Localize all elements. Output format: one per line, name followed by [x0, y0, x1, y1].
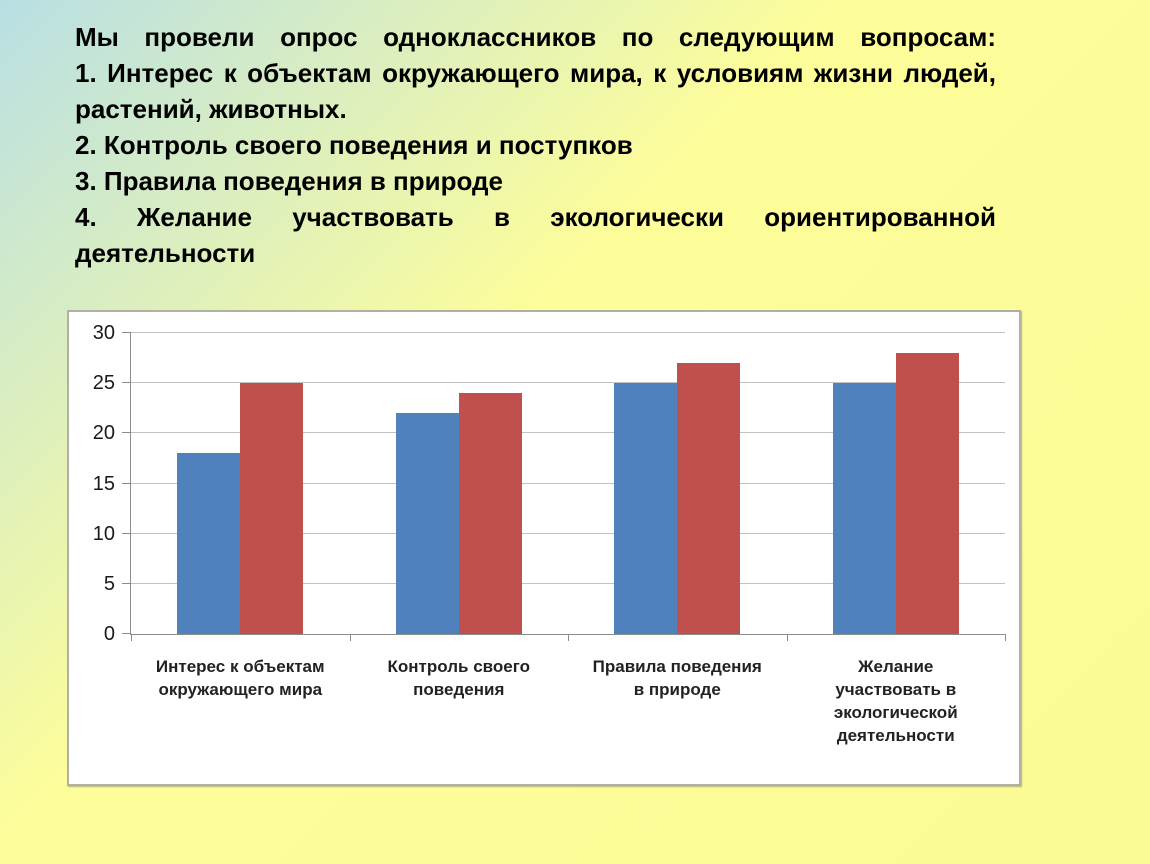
- x-axis-label-2: Контроль своего поведения: [387, 657, 530, 699]
- y-axis-label-25: 25: [92, 372, 115, 395]
- y-axis-label-10: 10: [92, 522, 115, 545]
- gridline-30: [131, 332, 1005, 333]
- gridline-5: [131, 582, 1005, 584]
- x-axis-label-1: Интерес к объектам окружающего мира: [155, 657, 325, 699]
- survey-question-3: 3. Правила поведения в природе: [75, 166, 503, 196]
- x-axis-tick-2: [568, 634, 569, 641]
- y-axis-tick-0: [122, 633, 131, 634]
- y-axis-label-20: 20: [92, 422, 115, 445]
- blue-series-bar-1: [177, 453, 241, 634]
- intro-line: Мы провели опрос одноклассников по следу…: [75, 22, 996, 52]
- y-axis-label-0: 0: [103, 623, 115, 645]
- y-axis-tick-30: [122, 332, 131, 333]
- red-series-bar-2: [458, 393, 522, 634]
- survey-question-1: 1. Интерес к объектам окружающего мира, …: [75, 58, 996, 124]
- red-series-bar-4: [895, 353, 959, 634]
- bar-group-3: [568, 333, 787, 634]
- y-axis-label-15: 15: [92, 472, 115, 495]
- gridline-15: [131, 482, 1005, 484]
- x-axis-tick-0: [131, 634, 132, 641]
- gridline-10: [131, 532, 1005, 534]
- y-axis-label-30: 30: [92, 322, 115, 344]
- x-axis-tick-4: [1005, 634, 1006, 641]
- x-axis-label-3: Правила поведения в природе: [592, 657, 762, 699]
- blue-series-bar-2: [395, 413, 459, 634]
- x-axis-label-4: Желание участвовать в экологической деят…: [833, 657, 958, 745]
- survey-question-4: 4. Желание участвовать в экологически ор…: [75, 202, 996, 268]
- y-axis-tick-15: [122, 482, 131, 484]
- bar-group-1: [131, 333, 350, 634]
- blue-series-bar-3: [614, 383, 678, 634]
- y-axis-tick-25: [122, 382, 131, 384]
- red-series-bar-3: [677, 363, 741, 634]
- plot-area: 0 5 10 15 20 25 30 Интерес к объектам окружающе…: [93, 323, 1006, 745]
- survey-results-bar-chart: 0 5 10 15 20 25 30 Интерес к объектам окружающе…: [67, 310, 1021, 786]
- gridline-25: [131, 382, 1005, 384]
- survey-question-2: 2. Контроль своего поведения и поступков: [75, 130, 633, 160]
- bar-group-4: [787, 333, 1006, 634]
- x-axis-tick-3: [786, 634, 788, 641]
- bar-group-2: [350, 333, 569, 634]
- x-axis-tick-1: [349, 634, 351, 641]
- y-axis-tick-5: [122, 582, 131, 584]
- intro-text-block: Мы провели опрос одноклассников по следу…: [75, 19, 996, 271]
- red-series-bar-1: [240, 383, 304, 634]
- gridline-20: [131, 432, 1005, 434]
- y-axis-tick-10: [122, 532, 131, 534]
- blue-series-bar-4: [832, 383, 896, 634]
- y-axis-tick-20: [122, 432, 131, 434]
- y-axis-label-5: 5: [103, 572, 115, 595]
